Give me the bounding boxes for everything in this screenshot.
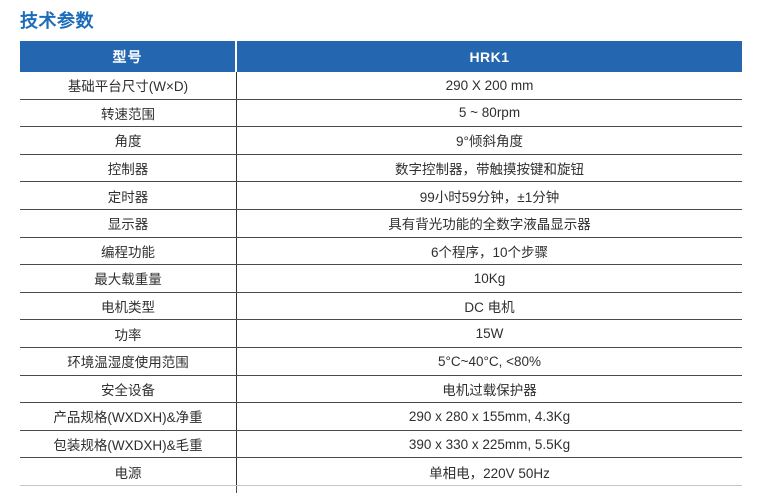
spec-value-cell: 15W [475, 326, 504, 342]
spec-value-cell: 5 ~ 80rpm [458, 105, 521, 121]
spec-value-cell: DC 电机 [464, 300, 515, 316]
spec-value-cell: 390 x 330 x 225mm, 5.5Kg [408, 436, 571, 452]
spec-value-cell: 9°倾斜角度 [456, 134, 523, 150]
spec-value-cell: 6个程序，10个步骤 [430, 244, 549, 260]
table-row: 编程功能 6个程序，10个步骤 [20, 237, 742, 266]
page-title: 技术参数 [20, 11, 94, 31]
spec-label-cell: 显示器 [20, 209, 237, 237]
spec-label-cell: 定时器 [20, 182, 237, 209]
table-row: 电机类型 DC 电机 [20, 292, 742, 321]
spec-label-cell: 产品规格(WXDXH)&净重 [20, 403, 237, 430]
spec-label-cell: 包装规格(WXDXH)&毛重 [20, 430, 237, 458]
spec-label-cell: 最大载重量 [20, 265, 237, 292]
spec-value-cell: 数字控制器，带触摸按键和旋钮 [395, 162, 584, 178]
spec-value-cell: 290 x 280 x 155mm, 4.3Kg [408, 408, 571, 424]
spec-label-cell: 环境温湿度使用范围 [20, 347, 237, 375]
table-row: 控制器 数字控制器，带触摸按键和旋钮 [20, 154, 742, 183]
spec-label-cell: 角度 [20, 127, 237, 154]
table-row: 最大载重量 10Kg [20, 265, 742, 293]
spec-label-cell: 安全设备 [20, 375, 237, 403]
table-header-row: 型号 HRK1 [20, 41, 742, 72]
spec-label-cell: 控制器 [20, 154, 237, 182]
table-row: 产品规格(WXDXH)&净重 290 x 280 x 155mm, 4.3Kg [20, 403, 742, 431]
spec-value-cell: 290 X 200 mm [445, 77, 534, 93]
table-row: 包装规格(WXDXH)&毛重 390 x 330 x 225mm, 5.5Kg [20, 430, 742, 459]
spec-label-cell: 编程功能 [20, 237, 237, 265]
spec-value-cell: 单相电，220V 50Hz [429, 465, 550, 481]
table-row: 基础平台尺寸(W×D) 290 X 200 mm [20, 72, 742, 100]
spec-label-cell: 电源 [20, 458, 237, 485]
spec-value-cell: 99小时59分钟，±1分钟 [419, 189, 560, 205]
table-row: 角度 9°倾斜角度 [20, 127, 742, 155]
spec-value-cell: 5°C~40°C, <80% [437, 353, 542, 369]
spec-label-cell: 转速范围 [20, 99, 237, 127]
column-divider-tail [236, 485, 237, 493]
table-row: 环境温湿度使用范围 5°C~40°C, <80% [20, 347, 742, 376]
table-row: 电源 单相电，220V 50Hz [20, 458, 742, 486]
header-cell-model: HRK1 [469, 48, 510, 65]
table-row: 定时器 99小时59分钟，±1分钟 [20, 182, 742, 210]
header-cell-param: 型号 [20, 41, 237, 72]
table-row: 显示器 具有背光功能的全数字液晶显示器 [20, 209, 742, 238]
table-row: 安全设备 电机过载保护器 [20, 375, 742, 404]
table-row: 转速范围 5 ~ 80rpm [20, 99, 742, 128]
spec-label-cell: 基础平台尺寸(W×D) [20, 72, 237, 99]
spec-label-cell: 功率 [20, 320, 237, 347]
table-row: 功率 15W [20, 320, 742, 348]
spec-value-cell: 10Kg [473, 270, 506, 286]
spec-table: 型号 HRK1 基础平台尺寸(W×D) 290 X 200 mm 转速范围 5 ~ 8… [20, 41, 742, 493]
table-body: 基础平台尺寸(W×D) 290 X 200 mm 转速范围 5 ~ 80rpm 角度 9°… [20, 72, 742, 486]
spec-value-cell: 具有背光功能的全数字液晶显示器 [388, 217, 591, 233]
spec-label-cell: 电机类型 [20, 292, 237, 320]
spec-value-cell: 电机过载保护器 [442, 382, 537, 398]
